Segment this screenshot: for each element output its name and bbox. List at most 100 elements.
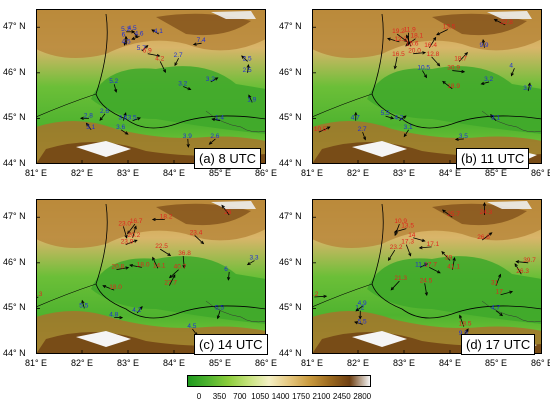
wind-arrow	[511, 68, 515, 76]
longitude-tick-label: 86° E	[530, 168, 550, 178]
wind-arrowhead	[355, 308, 360, 312]
wind-arrowhead	[200, 240, 205, 245]
wind-speed-label: 30.9	[447, 65, 460, 72]
wind-speed-label: 18.2	[160, 214, 173, 221]
wind-arrowhead	[85, 122, 90, 127]
wind-arrowhead	[124, 234, 128, 239]
wind-arrow	[495, 310, 503, 316]
wind-arrowhead	[151, 29, 156, 33]
wind-speed-label: 3.6	[116, 124, 125, 131]
wind-arrowhead	[488, 232, 493, 236]
wind-arrowhead	[418, 246, 423, 250]
wind-speed-label: 4.1	[154, 28, 163, 35]
wind-arrowhead	[326, 126, 331, 130]
wind-arrow	[81, 300, 85, 309]
wind-speed-label: 14	[408, 232, 416, 239]
wind-arrow	[481, 232, 493, 241]
wind-arrowhead	[123, 112, 127, 117]
wind-arrow	[403, 129, 409, 137]
colorbar-tick-label: 350	[212, 392, 227, 401]
wind-arrow	[394, 228, 407, 233]
wind-arrow	[458, 52, 468, 62]
longitude-tick-label: 82° E	[346, 358, 370, 368]
wind-arrowhead	[498, 273, 502, 278]
wind-speed-label: 2.7	[174, 52, 183, 59]
wind-speed-label: 4.2	[132, 307, 141, 314]
wind-arrowhead	[123, 41, 127, 46]
latitude-tick-label: 46° N	[279, 66, 302, 77]
wind-speed-label: 3.2	[178, 81, 187, 88]
longitude-tick-label: 82° E	[70, 358, 94, 368]
wind-arrowhead	[119, 315, 124, 320]
wind-speed-label: 36.8	[178, 250, 191, 257]
latitude-tick-label: 44° N	[3, 348, 26, 358]
wind-arrowhead	[246, 63, 250, 68]
wind-arrowhead	[162, 69, 166, 74]
wind-speed-label: 18.9	[447, 83, 460, 90]
wind-arrow	[227, 271, 230, 280]
wind-arrowhead	[515, 260, 520, 264]
wind-speed-label: 4.5	[187, 323, 196, 330]
wind-arrow	[495, 274, 501, 286]
wind-arrow	[481, 81, 490, 85]
wind-arrow	[455, 138, 464, 140]
map-panel-b: 19.2 11.9 18.1 12.3 15.6 16.4 20.0 12.8 16.5 13.5…	[311, 9, 543, 169]
wind-arrow	[451, 257, 455, 270]
latitude-tick-label: 47° N	[3, 211, 26, 222]
colorbar-tick-label: 2450	[332, 392, 351, 401]
wind-speed-label: 3.2	[484, 76, 493, 83]
wind-arrow	[147, 53, 160, 57]
wind-arrowhead	[172, 274, 176, 278]
wind-arrow	[132, 30, 138, 38]
wind-arrow	[182, 255, 185, 268]
wind-arrow	[132, 226, 137, 238]
wind-arrowhead	[79, 116, 84, 120]
wind-speed-label: 3.1	[491, 115, 500, 122]
wind-speed-label: 6	[122, 31, 126, 38]
wind-speed-label: 2.7	[358, 126, 367, 133]
wind-arrow	[193, 42, 202, 45]
wind-arrowhead	[248, 94, 252, 99]
longitude-tick-label: 86° E	[254, 358, 278, 368]
panel-label: (a) 8 UTC	[194, 148, 262, 169]
wind-speed-label: 25.7	[447, 211, 460, 218]
longitude-tick-label: 83° E	[116, 168, 140, 178]
wind-arrow	[136, 306, 143, 314]
wind-arrowhead	[354, 111, 358, 116]
wind-arrowhead	[436, 62, 441, 67]
wind-arrowhead	[481, 38, 486, 43]
map-panel-a: 5.2 4.5 6 4.6 4.1 4.5 5.7 6.9 4.2 2.7 7.4 2.5 2.5 3.2…	[35, 9, 267, 169]
wind-arrow	[527, 83, 531, 92]
longitude-tick-label: 85° E	[484, 168, 508, 178]
wind-arrow	[151, 29, 160, 35]
wind-speed-label: 41.1	[447, 264, 460, 271]
longitude-tick-label: 83° E	[392, 168, 416, 178]
wind-speed-label: 20.8	[112, 264, 125, 271]
wind-arrow	[452, 70, 465, 73]
wind-speed-label: 3.6	[118, 115, 127, 122]
wind-speed-label: 15.6	[406, 40, 419, 47]
wind-speed-label: 19.2	[392, 28, 405, 35]
wind-speed-label: 5.5	[381, 110, 390, 117]
wind-arrow	[247, 64, 249, 73]
longitude-tick-label: 84° E	[438, 168, 462, 178]
wind-speed-label: 20.2	[128, 232, 141, 239]
longitude-tick-label: 83° E	[392, 358, 416, 368]
longitude-tick-label: 82° E	[70, 168, 94, 178]
latitude-tick-label: 45° N	[279, 302, 302, 313]
wind-speed-label: 26	[224, 209, 232, 216]
wind-arrow	[428, 37, 436, 48]
wind-speed-label: 16.5	[392, 51, 405, 58]
wind-arrow	[123, 226, 128, 238]
wind-arrowhead	[124, 35, 128, 40]
latitude-tick-label: 46° N	[3, 66, 26, 77]
wind-arrowhead	[192, 42, 197, 46]
wind-arrow	[102, 285, 115, 291]
wind-arrow	[125, 36, 128, 45]
wind-arrow	[314, 295, 327, 298]
wind-arrowhead	[358, 315, 362, 320]
wind-arrowhead	[442, 80, 446, 85]
wind-speed-label: 18.1	[411, 33, 424, 40]
wind-arrowhead	[387, 257, 392, 262]
wind-arrowhead	[167, 252, 172, 256]
